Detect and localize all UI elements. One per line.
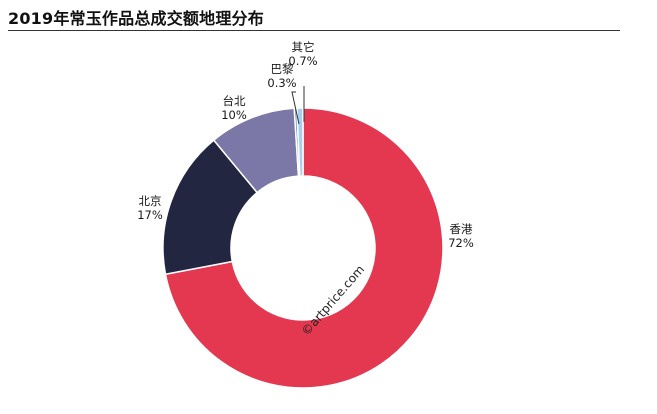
slice-percent: 0.3% bbox=[267, 76, 297, 90]
slice-5 bbox=[296, 107, 304, 177]
slice-name: 其它 bbox=[291, 40, 315, 54]
slice-percent: 17% bbox=[137, 208, 163, 222]
slice-name: 台北 bbox=[222, 94, 246, 108]
slice-label-3: 台北 10% bbox=[204, 94, 264, 122]
slice-percent: 72% bbox=[448, 236, 474, 250]
slice-label-4: 巴黎 0.3% bbox=[252, 62, 312, 90]
leader-line-4 bbox=[291, 91, 300, 125]
slice-percent: 10% bbox=[221, 108, 247, 122]
slice-label-2: 北京 17% bbox=[120, 194, 180, 222]
slice-percent: 0.7% bbox=[288, 54, 318, 68]
slice-1 bbox=[164, 107, 444, 389]
slice-name: 北京 bbox=[138, 194, 162, 208]
slice-label-5: 其它 0.7% bbox=[273, 40, 333, 68]
leader-lines bbox=[291, 86, 305, 125]
chart-title: 2019年常玉作品总成交额地理分布 bbox=[8, 9, 264, 28]
slice-name: 巴黎 bbox=[270, 62, 294, 76]
slice-label-1: 香港 72% bbox=[431, 222, 491, 250]
slice-name: 香港 bbox=[449, 222, 473, 236]
title-divider bbox=[8, 30, 620, 31]
donut-slices bbox=[162, 107, 444, 389]
slice-2 bbox=[162, 139, 259, 276]
